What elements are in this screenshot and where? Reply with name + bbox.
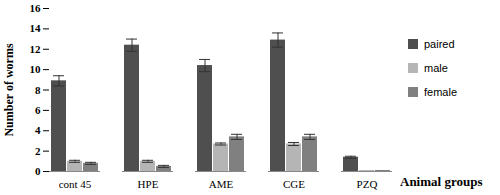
svg-text:AME: AME <box>209 178 234 190</box>
svg-text:0: 0 <box>35 165 41 177</box>
svg-text:8: 8 <box>35 84 41 96</box>
svg-text:14: 14 <box>30 22 42 34</box>
svg-text:PZQ: PZQ <box>357 178 378 190</box>
svg-text:10: 10 <box>30 63 42 75</box>
svg-text:cont 45: cont 45 <box>59 178 92 190</box>
html-text:female: female <box>424 86 457 98</box>
svg-text:HPE: HPE <box>138 178 159 190</box>
html-text:Animal groups: Animal groups <box>400 174 483 189</box>
svg-text:CGE: CGE <box>283 178 305 190</box>
svg-text:6: 6 <box>35 104 41 116</box>
html-text:male: male <box>424 62 448 74</box>
svg-text:12: 12 <box>30 43 42 55</box>
svg-text:4: 4 <box>35 124 41 136</box>
html-text:paired: paired <box>424 38 455 50</box>
svg-text:Number of worms: Number of worms <box>2 43 16 136</box>
svg-text:16: 16 <box>30 2 42 14</box>
svg-text:2: 2 <box>35 145 41 157</box>
